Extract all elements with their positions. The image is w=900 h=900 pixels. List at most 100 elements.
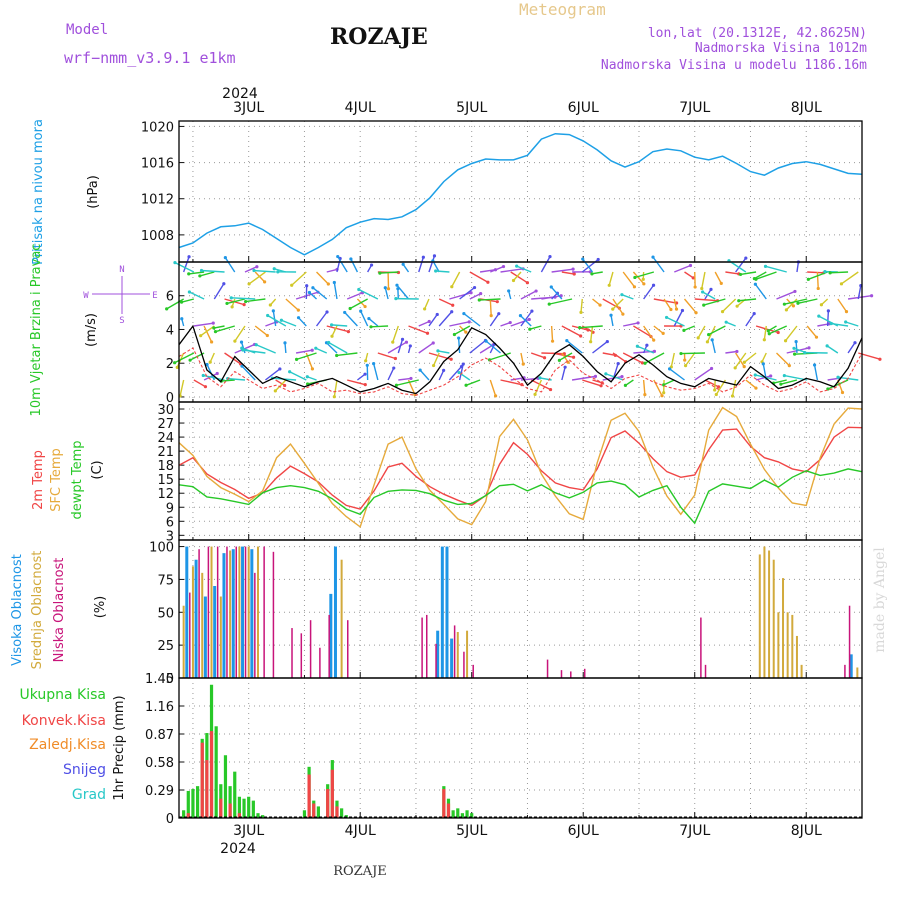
wind-arrowhead (691, 276, 695, 280)
wind-vector (622, 271, 636, 288)
wind-vector (392, 325, 399, 343)
wind-vector (254, 325, 268, 337)
total-rain-bar (316, 806, 320, 818)
panel-wind: 0 2 4 6 (165, 254, 882, 406)
wind-vector (714, 271, 722, 284)
wind-vector (248, 271, 266, 285)
wind-vector (234, 325, 246, 342)
wind-vector (295, 349, 313, 354)
low-cloud-bar (570, 671, 572, 678)
wind-arrowhead (210, 340, 214, 344)
low-cloud-bar (216, 546, 219, 678)
low-cloud-bar (272, 551, 275, 678)
wind-arrowhead (363, 372, 367, 376)
wind-vector (312, 287, 328, 300)
wind-vector (579, 325, 603, 329)
day-label-top: 8JUL (791, 100, 822, 116)
wind-arrowhead (436, 349, 440, 353)
wind-arrowhead (579, 310, 583, 314)
wind-arrowhead (199, 268, 204, 273)
day-labels-top: 3JUL 4JUL 5JUL 6JUL 7JUL 8JUL (233, 100, 822, 116)
low-cloud-bar (291, 628, 293, 678)
wind-arrowhead (343, 310, 347, 315)
wind-vector (253, 269, 276, 273)
wind-arrowhead (547, 302, 551, 306)
wind-arrowhead (754, 277, 758, 281)
wind-vector (479, 269, 496, 273)
y-tick-label: 0.87 (145, 728, 174, 743)
y-tick-label: 75 (157, 573, 174, 588)
wind-vector (534, 379, 543, 395)
wind-arrowhead (819, 303, 823, 307)
wind-arrowhead (733, 366, 737, 370)
wind-vector (550, 325, 554, 342)
wind-vector (241, 365, 256, 381)
wind-arrowhead (497, 312, 501, 316)
wind-arrowhead (632, 285, 637, 289)
wind-arrowhead (242, 303, 246, 307)
wind-vector (489, 352, 511, 361)
wind-arrowhead (643, 361, 647, 365)
wind-vector (408, 325, 428, 334)
wind-vector (463, 313, 481, 327)
wind-arrowhead (620, 375, 624, 379)
y-tick-label: 21 (157, 445, 174, 460)
wind-vector (610, 315, 614, 327)
wind-vector (683, 325, 695, 332)
total-rain-bar (256, 813, 260, 818)
wind-vector (337, 256, 348, 273)
total-rain-bar (456, 808, 460, 818)
wind-arrowhead (364, 359, 368, 363)
wind-vector (188, 271, 205, 275)
wind-vector (776, 290, 796, 300)
wind-vector (275, 379, 286, 387)
total-rain-bar (195, 786, 200, 818)
wind-vector (358, 288, 379, 300)
wind-vector (785, 298, 798, 311)
mid-cloud-bar (856, 667, 859, 678)
wind-arrowhead (753, 282, 757, 286)
wind-arrowhead (766, 329, 770, 333)
wind-arrowhead (332, 395, 336, 399)
temp2m-line (178, 426, 863, 510)
wind-vector (745, 313, 755, 327)
wind-vector (333, 379, 338, 397)
y-tick-label: 1008 (141, 229, 174, 244)
wind-arrowhead (268, 303, 272, 307)
wind-vector (780, 379, 798, 385)
wind-vector (387, 367, 395, 381)
wind-arrowhead (791, 304, 796, 308)
high-cloud-bar (450, 638, 454, 678)
wind-arrowhead (607, 283, 611, 287)
wind-vector (274, 379, 287, 392)
y-tick-label: 18 (157, 459, 174, 474)
wind-vector (221, 379, 235, 382)
wind-arrowhead (792, 352, 797, 356)
wind-vector (489, 313, 500, 327)
y-tick-label: 1.16 (145, 700, 174, 715)
wind-arrowhead (307, 290, 312, 295)
wind-vector (231, 297, 256, 300)
wind-vector (580, 298, 583, 313)
wind-arrowhead (682, 328, 686, 332)
wind-vector (203, 325, 213, 343)
wind-vector (841, 271, 859, 285)
wind-vector (642, 379, 646, 395)
wind-arrowhead (565, 339, 569, 343)
legend-snow: Snijeg (63, 762, 106, 778)
wind-arrowhead (198, 274, 202, 278)
wind-vector (398, 377, 412, 381)
wind-vector (360, 310, 369, 327)
wind-vector (368, 318, 379, 327)
wind-vector (264, 368, 281, 381)
total-rain-bar (460, 813, 465, 818)
wind-vector (419, 369, 430, 381)
wind-vector (761, 352, 767, 363)
wind-arrowhead (641, 277, 645, 281)
wind-arrowhead (735, 349, 739, 354)
wind-arrowhead (435, 312, 439, 317)
total-rain-bar (251, 800, 255, 818)
wind-arrowhead (557, 358, 561, 362)
wind-arrowhead (784, 308, 789, 312)
